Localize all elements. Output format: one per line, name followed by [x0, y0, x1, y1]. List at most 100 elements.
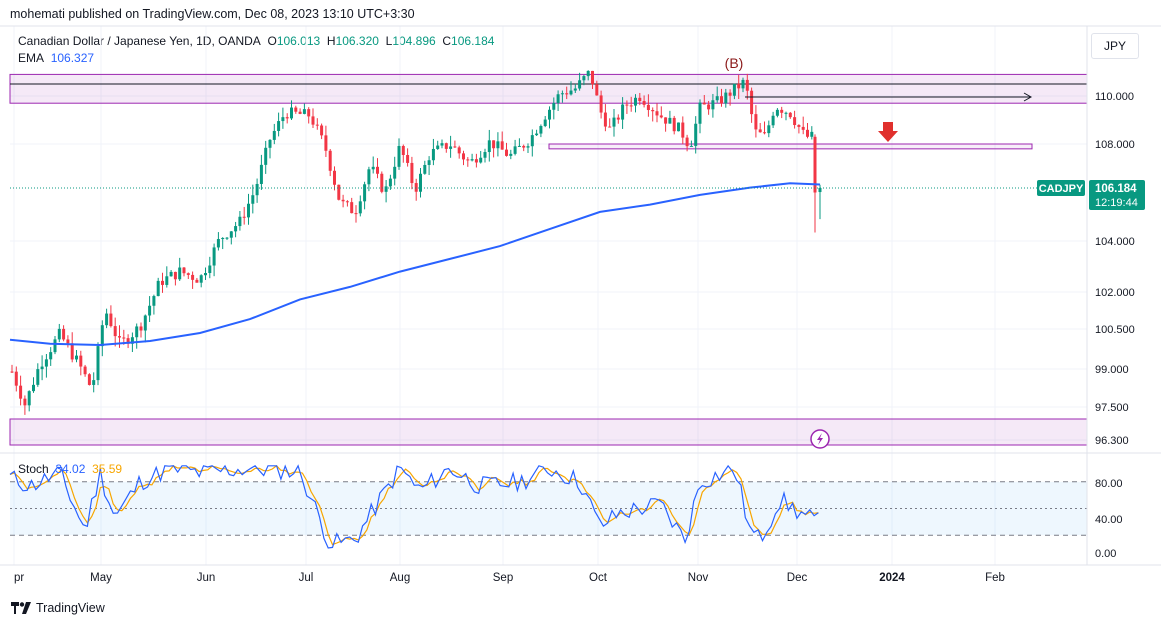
candle-76	[337, 184, 340, 200]
candle-body	[767, 125, 770, 133]
candle-body	[230, 231, 233, 237]
candle-body	[638, 98, 641, 101]
candle-body	[333, 171, 336, 185]
candle-body	[277, 121, 280, 131]
candle-body	[372, 167, 375, 169]
candle-body	[23, 399, 26, 406]
candle-body	[677, 123, 680, 132]
candle-11	[58, 324, 61, 342]
candle-body	[264, 148, 267, 165]
candle-body	[716, 96, 719, 100]
candle-13	[66, 335, 69, 347]
candle-body	[453, 146, 456, 147]
candle-body	[797, 125, 800, 127]
candle-body	[410, 163, 413, 183]
candle-100	[441, 139, 444, 148]
candle-body	[66, 339, 69, 343]
candle-7	[41, 355, 44, 380]
candle-82	[363, 182, 366, 210]
stoch-y-tick-label: 0.00	[1095, 548, 1116, 560]
candle-45	[204, 268, 207, 280]
stoch-label: Stoch	[18, 462, 49, 476]
candle-body	[58, 329, 61, 339]
candle-body	[101, 325, 104, 346]
candle-body	[750, 91, 753, 114]
candle-body	[204, 273, 207, 275]
candle-body	[290, 108, 293, 119]
candle-151	[660, 106, 663, 118]
price-tag-value: 106.184	[1095, 183, 1137, 195]
candle-91	[402, 145, 405, 163]
x-tick-label: Nov	[688, 572, 709, 584]
candle-73	[324, 126, 327, 157]
candles	[11, 70, 822, 415]
chart-canvas[interactable]: (B) 110.000 108.000 104.000 102.000 100.500 9…	[0, 0, 1161, 600]
candle-86	[380, 171, 383, 193]
y-tick-label: 102.000	[1095, 287, 1135, 299]
candle-body	[651, 110, 654, 111]
candle-2	[19, 376, 22, 406]
tradingview-logo[interactable]: TradingView	[11, 601, 105, 615]
candle-180	[785, 112, 788, 121]
candle-body	[789, 113, 792, 117]
candle-body	[109, 314, 112, 327]
candle-174	[759, 123, 762, 133]
candle-139	[608, 118, 611, 127]
candle-85	[376, 158, 379, 178]
candle-56	[251, 185, 254, 214]
candle-body	[587, 71, 590, 76]
candle-120	[527, 143, 530, 153]
candle-body	[389, 179, 392, 187]
y-tick-label: 100.500	[1095, 324, 1135, 336]
candle-3	[23, 395, 26, 414]
x-tick-label: pr	[14, 572, 24, 584]
candle-102	[449, 136, 452, 158]
candle-body	[312, 116, 315, 124]
candle-95	[419, 168, 422, 197]
candle-119	[522, 145, 525, 152]
candle-body	[578, 80, 581, 88]
candle-72	[320, 124, 323, 140]
candle-body	[273, 131, 276, 140]
candle-body	[720, 96, 723, 103]
candle-body	[595, 84, 598, 95]
candle-body	[742, 80, 745, 88]
candle-body	[436, 146, 439, 149]
candle-body	[36, 369, 39, 385]
candle-74	[329, 149, 332, 176]
candle-110	[484, 149, 487, 163]
candle-29	[135, 323, 138, 348]
candle-body	[380, 174, 383, 192]
candle-body	[170, 272, 173, 276]
y-tick-label: 108.000	[1095, 139, 1135, 151]
candle-body	[195, 280, 198, 283]
candle-body	[699, 103, 702, 124]
candle-body	[367, 169, 370, 184]
candle-body	[303, 109, 306, 114]
candle-body	[54, 339, 57, 352]
candle-51	[230, 231, 233, 244]
candle-body	[247, 204, 250, 218]
y-tick-label: 110.000	[1095, 91, 1134, 103]
candle-99	[436, 141, 439, 150]
candle-30	[140, 322, 143, 337]
candle-body	[810, 132, 813, 137]
candle-body	[402, 146, 405, 155]
candle-155	[677, 122, 680, 131]
candle-body	[780, 110, 783, 113]
candle-body	[178, 268, 181, 280]
candle-body	[574, 89, 577, 91]
lightning-icon	[811, 430, 829, 448]
candle-96	[423, 161, 426, 175]
candle-123	[539, 124, 542, 137]
candle-body	[458, 147, 461, 153]
candle-body	[19, 386, 22, 399]
candle-66	[294, 106, 297, 114]
footer-brand: TradingView	[36, 601, 105, 615]
candle-body	[737, 84, 740, 88]
candle-108	[475, 154, 478, 168]
candle-body	[634, 98, 637, 106]
candle-body	[135, 326, 138, 337]
candle-body	[342, 200, 345, 201]
candle-body	[415, 183, 418, 192]
